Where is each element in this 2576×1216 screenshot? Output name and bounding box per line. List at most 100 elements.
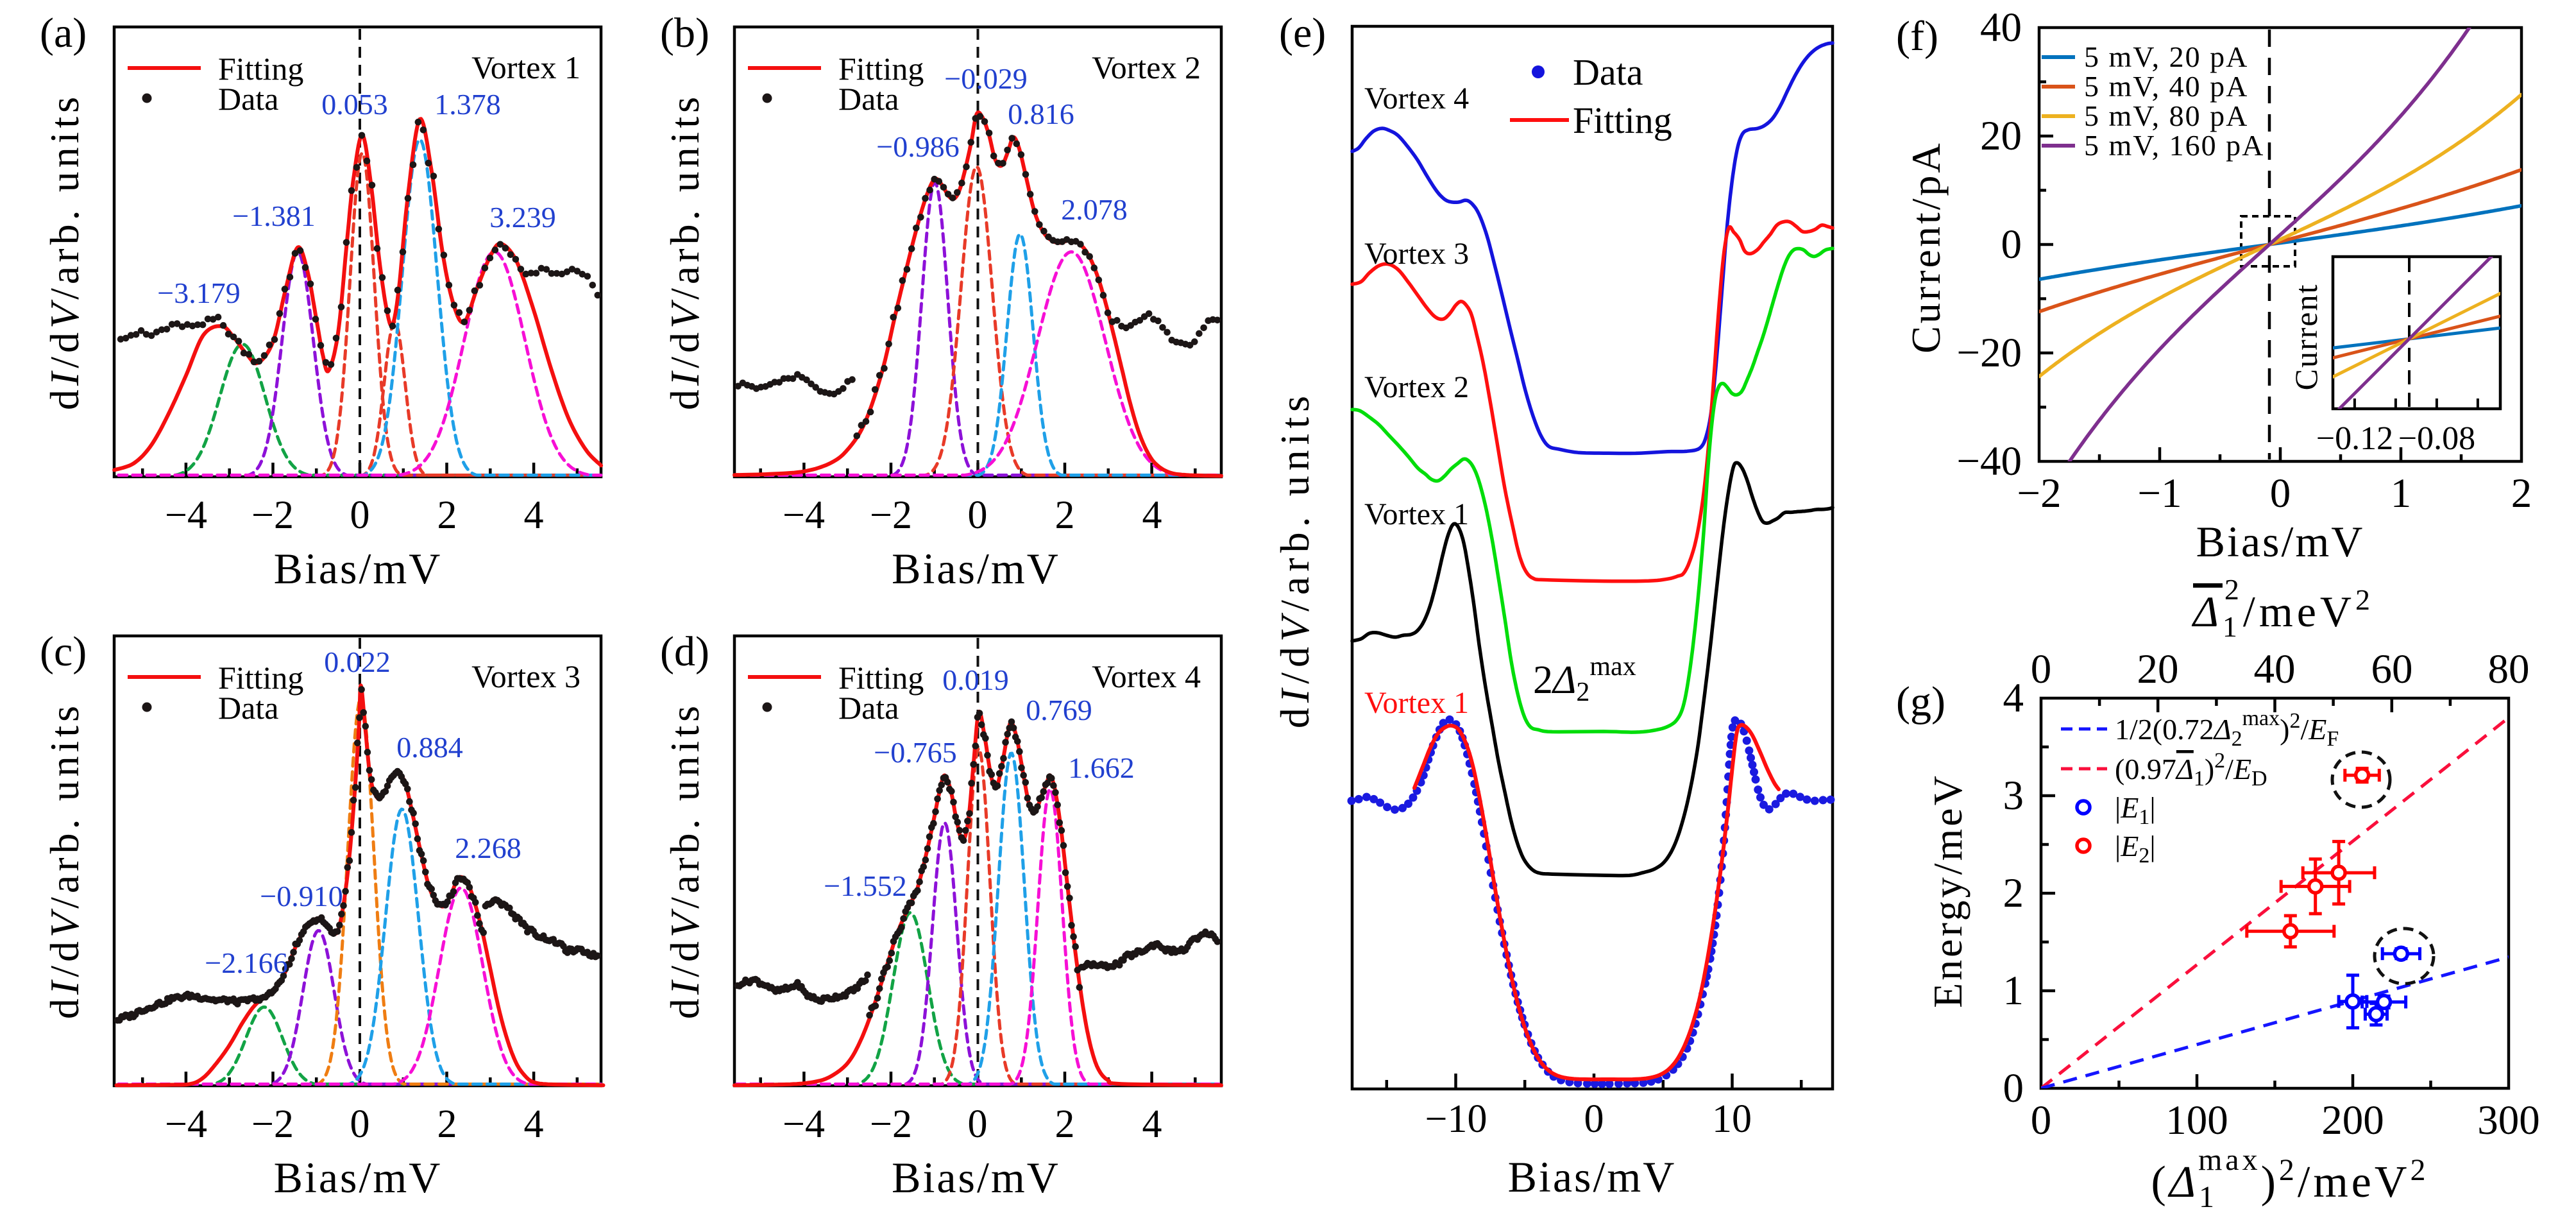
- svg-text:Energy/meV: Energy/meV: [1925, 773, 1970, 1008]
- svg-text:−1: −1: [2137, 470, 2182, 517]
- svg-text:Bias/mV: Bias/mV: [2196, 517, 2365, 566]
- svg-text:Data: Data: [838, 81, 899, 117]
- svg-text:10: 10: [1712, 1097, 1752, 1141]
- svg-text:2: 2: [2511, 470, 2532, 517]
- svg-text:2: 2: [437, 493, 457, 537]
- svg-text:dI/dV/arb. units: dI/dV/arb. units: [662, 93, 708, 410]
- svg-text:40: 40: [1980, 4, 2022, 51]
- svg-text:−4: −4: [165, 1102, 207, 1146]
- svg-text:Vortex 2: Vortex 2: [1364, 370, 1469, 404]
- svg-text:dI/dV/arb. units: dI/dV/arb. units: [1272, 391, 1318, 728]
- svg-text:dI/dV/arb. units: dI/dV/arb. units: [42, 702, 87, 1019]
- svg-text:20: 20: [1980, 113, 2022, 159]
- svg-text:Vortex 4: Vortex 4: [1092, 658, 1201, 694]
- svg-text:Vortex 1: Vortex 1: [471, 49, 580, 85]
- svg-text:Fitting: Fitting: [218, 51, 303, 87]
- svg-text:20: 20: [2137, 646, 2179, 692]
- svg-text:−3.179: −3.179: [157, 277, 240, 309]
- svg-text:4: 4: [1142, 1102, 1162, 1146]
- svg-text:−2.166: −2.166: [205, 946, 287, 979]
- svg-text:Bias/mV: Bias/mV: [892, 1153, 1060, 1202]
- svg-text:1: 1: [2391, 470, 2412, 517]
- svg-text:Bias/mV: Bias/mV: [274, 1153, 443, 1202]
- svg-text:(c): (c): [40, 628, 87, 675]
- svg-text:0: 0: [1584, 1097, 1604, 1141]
- svg-text:0.816: 0.816: [1008, 98, 1074, 130]
- svg-text:100: 100: [2165, 1097, 2228, 1143]
- svg-text:0: 0: [2270, 470, 2291, 517]
- svg-text:Current/pA: Current/pA: [1903, 141, 1949, 354]
- svg-text:(g): (g): [1896, 678, 1945, 725]
- svg-text:Fitting: Fitting: [838, 51, 924, 87]
- svg-text:60: 60: [2371, 646, 2413, 692]
- svg-text:5 mV, 160 pA: 5 mV, 160 pA: [2084, 129, 2264, 162]
- svg-text:3.239: 3.239: [489, 201, 556, 234]
- svg-text:4: 4: [2003, 675, 2024, 721]
- svg-text:2: 2: [1055, 493, 1075, 537]
- svg-text:2: 2: [437, 1102, 457, 1146]
- svg-text:(f): (f): [1896, 13, 1938, 60]
- svg-text:0: 0: [2031, 646, 2052, 692]
- svg-text:Current: Current: [2288, 284, 2324, 391]
- svg-text:|E1|: |E1|: [2115, 791, 2156, 829]
- svg-text:−0.910: −0.910: [260, 880, 343, 912]
- svg-text:0.019: 0.019: [942, 664, 1009, 696]
- svg-text:2: 2: [1055, 1102, 1075, 1146]
- svg-text:−4: −4: [165, 493, 207, 537]
- svg-text:−0.986: −0.986: [876, 130, 959, 163]
- svg-text:2.078: 2.078: [1061, 193, 1128, 226]
- svg-text:Δ12/meV2: Δ12/meV2: [2191, 573, 2374, 643]
- svg-text:Data: Data: [218, 81, 278, 117]
- svg-text:1.662: 1.662: [1068, 751, 1135, 784]
- svg-text:Vortex 3: Vortex 3: [1364, 237, 1469, 271]
- svg-text:5 mV, 40 pA: 5 mV, 40 pA: [2084, 70, 2248, 103]
- svg-text:(0.97Δ1)2/ED: (0.97Δ1)2/ED: [2115, 749, 2267, 791]
- svg-text:−2: −2: [2017, 470, 2061, 517]
- svg-text:0.053: 0.053: [321, 88, 388, 121]
- svg-text:Bias/mV: Bias/mV: [274, 544, 443, 593]
- svg-text:−0.765: −0.765: [874, 736, 956, 769]
- svg-text:Fitting: Fitting: [838, 660, 924, 696]
- svg-text:0: 0: [2031, 1097, 2052, 1143]
- svg-text:4: 4: [524, 1102, 544, 1146]
- svg-text:−2: −2: [251, 1102, 294, 1146]
- svg-text:−40: −40: [1956, 438, 2022, 484]
- svg-text:1.378: 1.378: [434, 88, 501, 121]
- svg-text:Data: Data: [1573, 51, 1643, 93]
- svg-text:Vortex 4: Vortex 4: [1364, 81, 1469, 116]
- svg-text:(b): (b): [660, 10, 709, 56]
- svg-text:Bias/mV: Bias/mV: [892, 544, 1060, 593]
- svg-text:300: 300: [2477, 1097, 2540, 1143]
- svg-text:Data: Data: [838, 690, 899, 726]
- svg-text:200: 200: [2321, 1097, 2384, 1143]
- svg-text:Vortex 1: Vortex 1: [1364, 686, 1469, 720]
- svg-text:2.268: 2.268: [455, 832, 521, 864]
- svg-text:−1.552: −1.552: [824, 869, 906, 902]
- svg-text:(a): (a): [40, 10, 87, 56]
- svg-text:Fitting: Fitting: [1573, 99, 1672, 141]
- svg-text:−20: −20: [1956, 330, 2022, 376]
- svg-text:0.769: 0.769: [1026, 694, 1092, 726]
- svg-text:1: 1: [2003, 968, 2024, 1014]
- svg-text:−0.029: −0.029: [944, 62, 1027, 95]
- svg-text:−4: −4: [783, 493, 825, 537]
- svg-text:(d): (d): [660, 628, 709, 675]
- svg-text:0: 0: [350, 1102, 370, 1146]
- svg-text:−4: −4: [783, 1102, 825, 1146]
- svg-text:1/2(0.72Δ2max)2/EF: 1/2(0.72Δ2max)2/EF: [2115, 706, 2339, 751]
- svg-text:4: 4: [1142, 493, 1162, 537]
- svg-text:dI/dV/arb. units: dI/dV/arb. units: [42, 93, 87, 410]
- svg-text:(e): (e): [1279, 10, 1326, 56]
- svg-text:Vortex 3: Vortex 3: [471, 658, 580, 694]
- svg-text:0.022: 0.022: [324, 646, 391, 678]
- svg-text:Data: Data: [218, 690, 278, 726]
- svg-text:0: 0: [2003, 1065, 2024, 1111]
- svg-text:4: 4: [524, 493, 544, 537]
- svg-text:0.884: 0.884: [396, 731, 463, 764]
- svg-text:0: 0: [2001, 221, 2022, 268]
- svg-text:−2: −2: [251, 493, 294, 537]
- svg-text:−0.12: −0.12: [2316, 420, 2393, 457]
- svg-text:−2: −2: [870, 1102, 912, 1146]
- svg-text:|E2|: |E2|: [2115, 830, 2156, 868]
- svg-text:−2: −2: [870, 493, 912, 537]
